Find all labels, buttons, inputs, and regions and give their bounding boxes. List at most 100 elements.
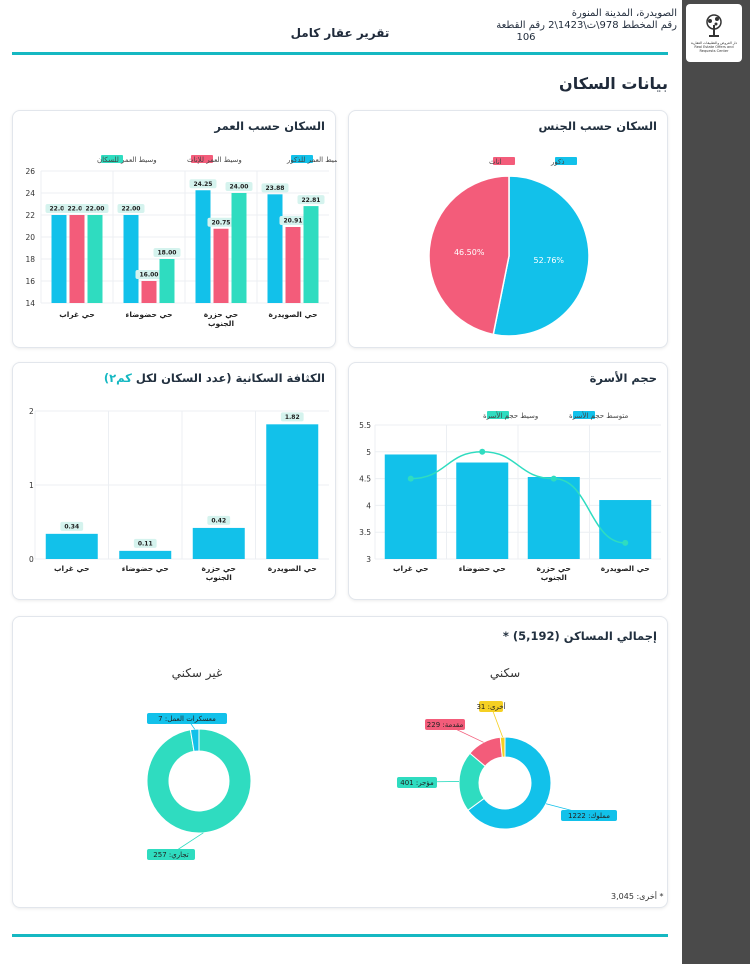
residential-label-bg	[479, 701, 503, 712]
density-bar	[266, 424, 319, 559]
residential-label-bg	[561, 810, 617, 821]
non-residential-label-bg	[147, 713, 227, 724]
gender-legend-female-swatch	[493, 157, 515, 165]
age-legend-2-swatch	[101, 155, 123, 163]
age-bar	[213, 228, 229, 303]
age-value-label: 20.91	[284, 218, 303, 225]
property-address: الصويدرة، المدينة المنورة رقم المخطط 978…	[455, 8, 677, 44]
family-size-chart: متوسط حجم الأسرة وسيط حجم الأسرة 3 3.5 4 4.5 5…	[359, 411, 661, 582]
family-category-label: حي الصويدرة	[601, 564, 650, 573]
age-value-label: 16.00	[140, 272, 159, 279]
family-y-tick: 3.5	[359, 528, 371, 537]
age-value-label: 24.25	[194, 181, 213, 188]
gender-legend-male-label: ذكور	[550, 158, 564, 166]
age-value-label: 22.00	[50, 206, 69, 213]
gender-legend-male-swatch	[555, 157, 577, 165]
family-median-point	[550, 475, 557, 482]
age-value-label-bg	[297, 195, 325, 205]
age-value-label-bg	[81, 204, 109, 213]
report-page: الصويدرة، المدينة المنورة رقم المخطط 978…	[12, 8, 677, 937]
gender-card: السكان حسب الجنس ذكور اناث 52.76% 46.50%	[348, 110, 668, 348]
density-value-label-bg	[207, 515, 231, 525]
age-category-label: حي الصويدرة	[269, 310, 318, 319]
non-residential-segment	[146, 728, 252, 834]
density-category-label: حي حزرة	[202, 564, 236, 573]
age-y-tick: 16	[25, 277, 35, 286]
density-category-label: حي الصويدرة	[268, 564, 317, 573]
age-value-label: 22.00	[68, 206, 87, 213]
density-category-label: حي حضوضاء	[122, 564, 169, 573]
density-value-label-bg	[60, 521, 84, 531]
age-legend-0-swatch	[291, 155, 313, 163]
age-bar	[69, 215, 85, 303]
age-value-label: 24.00	[230, 184, 249, 191]
gender-legend-female-label: اناث	[489, 158, 502, 166]
age-bar	[303, 206, 319, 303]
density-bar	[192, 527, 245, 559]
density-bar	[119, 550, 172, 559]
age-value-label-bg	[135, 270, 163, 279]
family-category-label: حي حضوضاء	[459, 564, 506, 573]
non-residential-label: معسكرات العمل: 7	[158, 715, 216, 723]
residential-label-bg	[397, 777, 437, 788]
residential-label-bg	[425, 719, 465, 730]
density-category-label-line2: الجنوب	[206, 573, 232, 582]
family-card: حجم الأسرة متوسط حجم الأسرة وسيط حجم الأس…	[348, 362, 668, 600]
family-legend-mean-label: متوسط حجم الأسرة	[569, 411, 629, 420]
gender-slice-label: 46.50%	[454, 248, 485, 257]
density-bar	[45, 533, 98, 559]
family-legend-mean-swatch	[573, 411, 595, 419]
gender-slice	[428, 175, 510, 336]
family-legend-median-swatch	[487, 411, 509, 419]
density-y-tick: 0	[29, 555, 34, 564]
density-value-label-bg	[280, 412, 304, 422]
family-bar	[384, 454, 437, 559]
section-title: بيانات السكان	[559, 74, 668, 93]
family-bar	[456, 462, 509, 559]
density-y-tick: 2	[29, 407, 34, 416]
age-legend-2-label: وسيط العمر للسكان	[97, 156, 157, 164]
age-value-label-bg	[189, 179, 217, 189]
gender-slice	[492, 175, 590, 337]
family-y-tick: 4	[366, 501, 371, 510]
residential-title: سكني	[490, 666, 520, 680]
non-residential-label-bg	[147, 849, 195, 860]
family-card-title: حجم الأسرة	[589, 371, 657, 385]
residential-label: أخرى: 31	[476, 702, 505, 711]
footer-divider	[12, 934, 668, 937]
age-value-label-bg	[261, 183, 289, 193]
density-unit: كم٢)	[103, 371, 132, 385]
age-bar	[51, 215, 67, 303]
age-bar	[141, 281, 157, 303]
header-divider	[12, 52, 668, 55]
residential-segment	[467, 736, 552, 830]
age-y-tick: 24	[25, 189, 35, 198]
plan-text: رقم المخطط 978\ت\1423\2 رقم القطعة	[496, 20, 677, 31]
age-legend-0-label: وسيط العمر للذكور	[286, 156, 337, 164]
age-category-label: حي غراب	[59, 310, 95, 319]
age-bar	[195, 190, 211, 303]
residential-segment	[499, 736, 506, 758]
dwellings-footnote: * أخرى: 3,045	[611, 892, 664, 901]
age-bar-chart: وسيط العمر للذكور وسيط العمر للإناث وسيط ا…	[25, 155, 337, 328]
age-bar	[87, 215, 103, 303]
age-value-label-bg	[279, 215, 307, 225]
non-residential-segment	[189, 728, 200, 752]
density-value-label-bg	[133, 538, 157, 548]
gender-pie-chart: ذكور اناث 52.76% 46.50%	[428, 157, 590, 337]
age-category-label: حي حزرة	[204, 310, 238, 319]
density-value-label: 0.34	[64, 524, 79, 531]
density-value-label: 1.82	[285, 414, 300, 421]
age-bar	[159, 259, 175, 303]
family-median-line	[410, 451, 626, 544]
residential-label: مؤجر: 401	[400, 779, 434, 787]
age-value-label: 23.88	[266, 185, 285, 192]
density-title-text: الكثافة السكانية (عدد السكان لكل	[135, 371, 325, 385]
age-value-label-bg	[117, 204, 145, 213]
family-y-tick: 5.5	[359, 421, 371, 430]
family-y-tick: 5	[366, 448, 371, 457]
family-median-point	[479, 448, 486, 455]
family-bar	[599, 500, 652, 559]
